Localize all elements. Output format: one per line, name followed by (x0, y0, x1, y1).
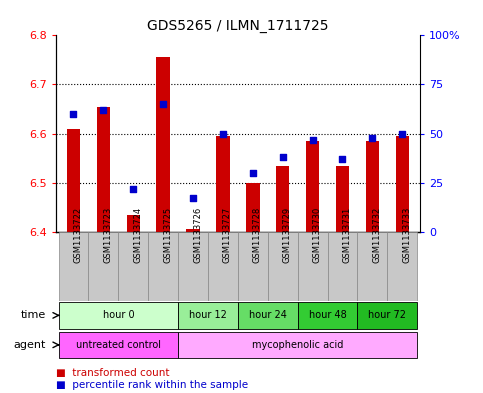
Point (159, 101, 167, 107)
Bar (216, 136, 229, 232)
Text: GSM1133727: GSM1133727 (223, 207, 232, 263)
FancyBboxPatch shape (178, 302, 238, 329)
Text: GSM1133732: GSM1133732 (372, 207, 382, 263)
Bar (67, 129, 80, 232)
FancyBboxPatch shape (298, 232, 327, 301)
Text: GSM1133725: GSM1133725 (163, 207, 172, 263)
Text: GSM1133733: GSM1133733 (402, 207, 412, 263)
Text: hour 24: hour 24 (249, 310, 287, 320)
Bar (156, 57, 170, 232)
Text: GSM1133723: GSM1133723 (103, 207, 113, 263)
Text: GSM1133726: GSM1133726 (193, 207, 202, 263)
FancyBboxPatch shape (357, 232, 387, 301)
Bar (246, 183, 259, 232)
Text: GSM1133724: GSM1133724 (133, 207, 142, 263)
Point (70, 111, 77, 117)
Text: ■  percentile rank within the sample: ■ percentile rank within the sample (56, 380, 248, 390)
Bar (306, 141, 319, 232)
Point (279, 154, 286, 160)
Text: mycophenolic acid: mycophenolic acid (252, 340, 343, 350)
FancyBboxPatch shape (118, 232, 148, 301)
Point (309, 136, 316, 143)
Point (398, 130, 406, 137)
Bar (276, 165, 289, 232)
Text: hour 12: hour 12 (189, 310, 227, 320)
FancyBboxPatch shape (148, 232, 178, 301)
Text: agent: agent (14, 340, 46, 350)
Bar (396, 136, 409, 232)
Point (129, 185, 137, 192)
Text: GSM1133728: GSM1133728 (253, 207, 262, 263)
FancyBboxPatch shape (208, 232, 238, 301)
Text: untreated control: untreated control (76, 340, 161, 350)
Bar (127, 215, 140, 232)
FancyBboxPatch shape (357, 302, 417, 329)
Text: hour 48: hour 48 (309, 310, 346, 320)
FancyBboxPatch shape (58, 232, 88, 301)
Text: hour 72: hour 72 (369, 310, 406, 320)
Point (99, 107, 107, 113)
Bar (97, 107, 110, 232)
Point (219, 130, 227, 137)
Title: GDS5265 / ILMN_1711725: GDS5265 / ILMN_1711725 (147, 19, 328, 33)
FancyBboxPatch shape (238, 232, 268, 301)
Bar (186, 230, 200, 232)
FancyBboxPatch shape (178, 232, 208, 301)
Point (249, 170, 256, 176)
Point (369, 134, 376, 141)
FancyBboxPatch shape (327, 232, 357, 301)
Text: hour 0: hour 0 (102, 310, 134, 320)
FancyBboxPatch shape (238, 302, 298, 329)
FancyBboxPatch shape (298, 302, 357, 329)
FancyBboxPatch shape (268, 232, 298, 301)
Text: GSM1133729: GSM1133729 (283, 207, 292, 263)
Text: GSM1133722: GSM1133722 (73, 207, 83, 263)
Text: GSM1133730: GSM1133730 (313, 207, 322, 263)
Point (189, 195, 197, 202)
Text: ■  transformed count: ■ transformed count (56, 368, 169, 378)
Bar (366, 141, 379, 232)
Point (339, 156, 346, 162)
Text: GSM1133731: GSM1133731 (342, 207, 352, 263)
Text: time: time (21, 310, 46, 320)
FancyBboxPatch shape (178, 332, 417, 358)
FancyBboxPatch shape (88, 232, 118, 301)
FancyBboxPatch shape (58, 302, 178, 329)
Bar (336, 165, 349, 232)
FancyBboxPatch shape (387, 232, 417, 301)
FancyBboxPatch shape (58, 332, 178, 358)
